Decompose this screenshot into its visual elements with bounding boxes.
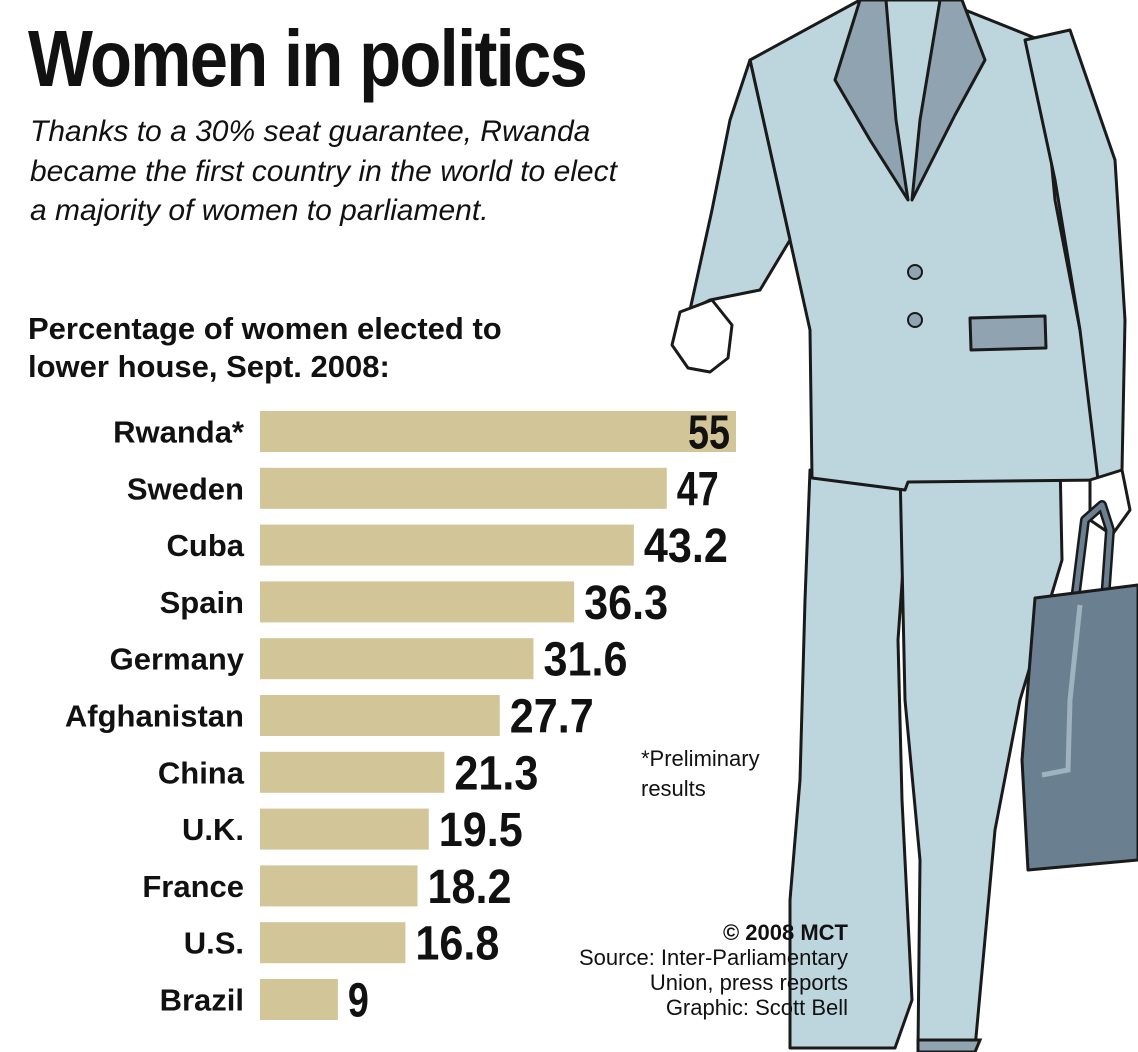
category-label-rwanda: Rwanda* bbox=[113, 415, 245, 450]
lapel-left bbox=[833, 0, 910, 202]
copyright-text: © 2008 MCT bbox=[722, 920, 848, 945]
bar-china bbox=[260, 751, 445, 793]
category-label-u-s: U.S. bbox=[184, 926, 244, 961]
briefcase bbox=[1020, 583, 1138, 872]
bar-france bbox=[260, 865, 418, 907]
shoe bbox=[916, 1038, 983, 1052]
value-label-spain: 36.3 bbox=[584, 577, 668, 630]
category-label-france: France bbox=[142, 869, 244, 904]
bar-u-s bbox=[260, 922, 406, 964]
value-label-china: 21.3 bbox=[454, 747, 538, 800]
suit-illustration bbox=[670, 0, 1138, 1052]
bar-germany bbox=[260, 638, 534, 680]
bar-sweden bbox=[260, 467, 667, 509]
bar-chart: Rwanda* 55 Sweden 47 Cuba 43.2 Spain 36.3 German… bbox=[65, 407, 736, 1028]
category-label-cuba: Cuba bbox=[167, 528, 245, 563]
value-label-cuba: 43.2 bbox=[644, 520, 728, 573]
value-label-rwanda: 55 bbox=[688, 407, 730, 460]
trouser-right bbox=[898, 458, 1064, 1050]
value-label-afghanistan: 27.7 bbox=[510, 691, 594, 744]
category-label-afghanistan: Afghanistan bbox=[65, 699, 244, 734]
pocket-flap bbox=[968, 314, 1048, 352]
category-label-u-k: U.K. bbox=[182, 812, 244, 847]
hand-left bbox=[670, 298, 734, 374]
category-label-spain: Spain bbox=[160, 585, 244, 620]
category-label-germany: Germany bbox=[110, 642, 245, 677]
lapel-right bbox=[910, 0, 987, 202]
page-title: Women in politics bbox=[28, 14, 588, 103]
source-line-2: Union, press reports bbox=[649, 970, 848, 995]
button-top bbox=[907, 264, 923, 280]
category-label-sweden: Sweden bbox=[127, 471, 244, 506]
chart-title: Percentage of women elected to lower hou… bbox=[28, 311, 502, 384]
button-bottom bbox=[907, 312, 923, 328]
briefcase-strap bbox=[1041, 604, 1083, 778]
value-label-u-s: 16.8 bbox=[415, 918, 499, 971]
category-label-china: China bbox=[158, 755, 245, 790]
credits-block: © 2008 MCT Source: Inter-Parliamentary U… bbox=[579, 920, 848, 1020]
value-label-france: 18.2 bbox=[428, 861, 512, 914]
bar-cuba bbox=[260, 524, 634, 566]
graphic-credit: Graphic: Scott Bell bbox=[665, 995, 848, 1020]
preliminary-note: *Preliminary results bbox=[641, 746, 760, 801]
value-label-brazil: 9 bbox=[348, 975, 369, 1028]
subtitle: Thanks to a 30% seat guarantee, Rwanda b… bbox=[30, 115, 617, 227]
bar-spain bbox=[260, 581, 575, 623]
value-label-u-k: 19.5 bbox=[439, 804, 523, 857]
bar-u-k bbox=[260, 808, 429, 850]
bar-rwanda bbox=[260, 411, 736, 452]
bar-brazil bbox=[260, 979, 338, 1020]
source-line-1: Source: Inter-Parliamentary bbox=[579, 945, 848, 970]
bar-afghanistan bbox=[260, 695, 500, 736]
value-label-germany: 31.6 bbox=[543, 634, 627, 687]
category-label-brazil: Brazil bbox=[160, 983, 244, 1018]
value-label-sweden: 47 bbox=[677, 463, 719, 516]
bag-handle-inner bbox=[1072, 502, 1113, 601]
